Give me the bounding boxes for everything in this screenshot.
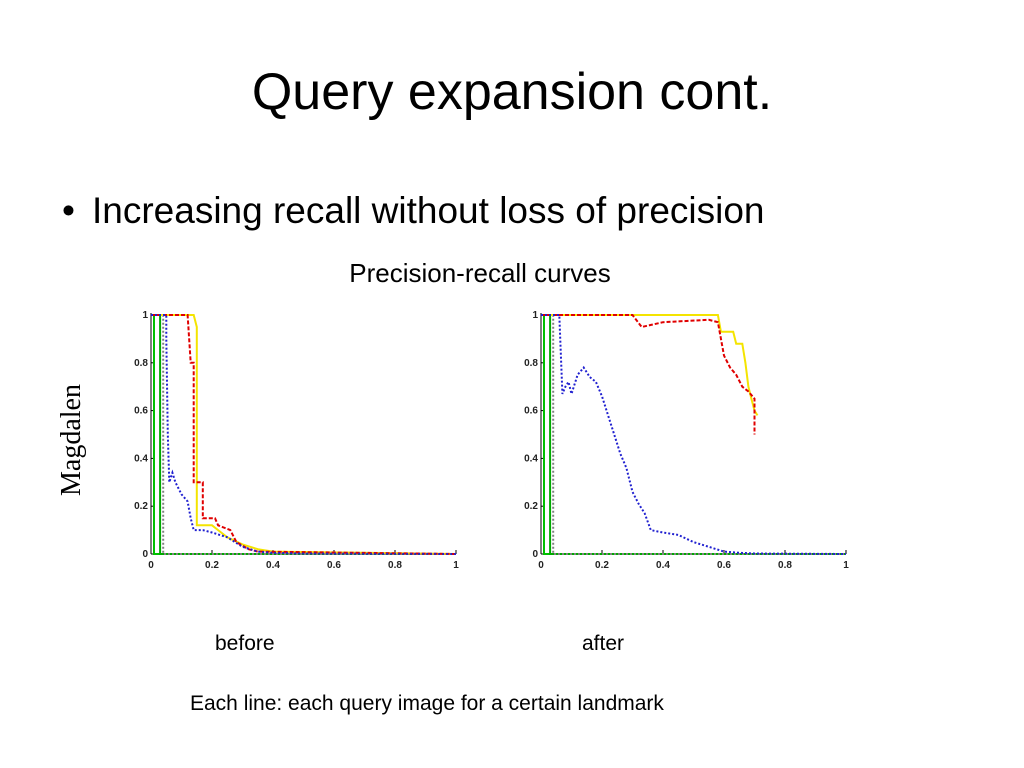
series-line-0 bbox=[541, 314, 846, 555]
chart-after-svg: 0 0.2 0.4 0.6 0.8 1 0 0.2 0.4 0.6 0.8 1 bbox=[524, 310, 849, 571]
caption-before: before bbox=[215, 632, 275, 655]
y-tick-label: 0.6 bbox=[524, 406, 538, 417]
series-line-2 bbox=[151, 314, 456, 555]
series-line-1 bbox=[541, 314, 846, 555]
y-tick-label: 0.8 bbox=[524, 358, 538, 369]
x-tick-label: 0.8 bbox=[778, 560, 792, 571]
bullet-icon: • bbox=[62, 190, 75, 231]
y-axis-label: Magdalen bbox=[56, 384, 87, 496]
chart-subtitle: Precision-recall curves bbox=[349, 258, 611, 288]
series-line-4 bbox=[541, 314, 756, 435]
chart-before-svg: 0 0.2 0.4 0.6 0.8 1 0 0.2 0.4 0.6 0.8 1 bbox=[134, 310, 459, 571]
x-tick-label: 0.4 bbox=[656, 560, 670, 571]
caption-after: after bbox=[582, 632, 625, 655]
series-line-4 bbox=[151, 314, 457, 555]
series-line-3 bbox=[151, 314, 457, 555]
slide-title: Query expansion cont. bbox=[251, 63, 773, 121]
chart-before: 0 0.2 0.4 0.6 0.8 1 0 0.2 0.4 0.6 0.8 1 bbox=[118, 298, 478, 598]
x-tick-label: 0.6 bbox=[717, 560, 731, 571]
series-line-2 bbox=[541, 314, 846, 555]
y-tick-label: 0.8 bbox=[134, 358, 148, 369]
x-tick-label: 0 bbox=[148, 560, 154, 571]
y-tick-label: 0.4 bbox=[524, 453, 538, 464]
x-tick-label: 1 bbox=[843, 560, 849, 571]
x-tick-label: 0 bbox=[538, 560, 544, 571]
y-tick-label: 0 bbox=[532, 549, 538, 560]
x-tick-label: 0.8 bbox=[388, 560, 402, 571]
y-tick-label: 0 bbox=[142, 549, 148, 560]
x-tick-label: 0.2 bbox=[205, 560, 219, 571]
y-tick-label: 0.4 bbox=[134, 453, 148, 464]
y-tick-label: 0.6 bbox=[134, 406, 148, 417]
series-line-5 bbox=[541, 314, 847, 555]
y-tick-label: 1 bbox=[142, 310, 148, 321]
footnote: Each line: each query image for a certai… bbox=[190, 692, 664, 715]
chart-after: 0 0.2 0.4 0.6 0.8 1 0 0.2 0.4 0.6 0.8 1 bbox=[508, 298, 868, 598]
x-tick-label: 1 bbox=[453, 560, 459, 571]
x-tick-label: 0.4 bbox=[266, 560, 280, 571]
y-tick-label: 0.2 bbox=[134, 501, 148, 512]
series-line-3 bbox=[541, 314, 759, 416]
y-tick-label: 0.2 bbox=[524, 501, 538, 512]
x-tick-label: 0.2 bbox=[595, 560, 609, 571]
bullet-point: • Increasing recall without loss of preci… bbox=[62, 190, 765, 232]
y-tick-label: 1 bbox=[532, 310, 538, 321]
x-tick-label: 0.6 bbox=[327, 560, 341, 571]
bullet-text: Increasing recall without loss of precis… bbox=[92, 190, 765, 231]
